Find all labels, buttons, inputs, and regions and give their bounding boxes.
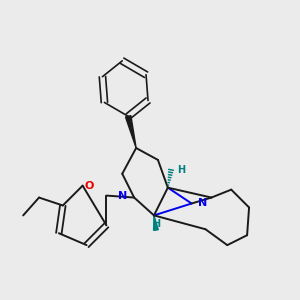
Polygon shape bbox=[154, 215, 158, 230]
Text: H: H bbox=[152, 219, 160, 229]
Text: O: O bbox=[84, 181, 94, 191]
Text: H: H bbox=[177, 165, 185, 175]
Text: N: N bbox=[198, 199, 207, 208]
Polygon shape bbox=[125, 116, 136, 148]
Text: N: N bbox=[118, 190, 127, 201]
